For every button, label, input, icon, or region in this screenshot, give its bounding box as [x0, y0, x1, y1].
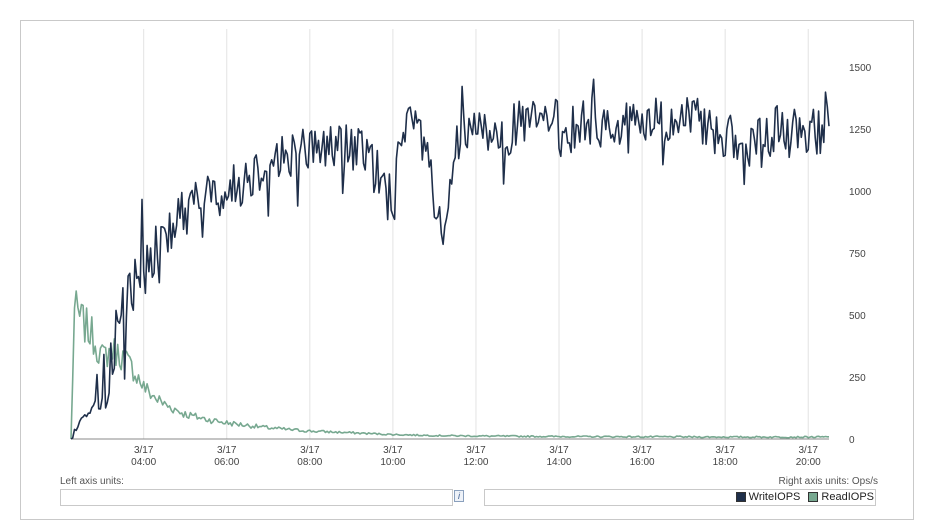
y-tick-label: 1500	[849, 63, 872, 74]
legend-label-read: ReadIOPS	[821, 491, 874, 503]
x-tick-time: 10:00	[380, 457, 405, 468]
right-axis-units-field[interactable]	[484, 489, 876, 506]
y-tick-label: 1250	[849, 125, 872, 136]
x-tick-date: 3/17	[300, 445, 320, 456]
x-tick-date: 3/17	[134, 445, 154, 456]
x-tick-time: 14:00	[547, 457, 572, 468]
legend-swatch-read	[808, 492, 819, 502]
x-tick-date: 3/17	[715, 445, 735, 456]
legend-label-write: WriteIOPS	[748, 491, 801, 503]
grid-layer	[143, 29, 809, 439]
x-tick-time: 06:00	[214, 457, 239, 468]
x-tick-time: 04:00	[131, 457, 156, 468]
y-tick-label: 500	[849, 311, 866, 322]
y-tick-label: 0	[849, 435, 855, 446]
legend-item-write[interactable]: WriteIOPS	[735, 491, 801, 503]
x-tick-time: 08:00	[297, 457, 322, 468]
x-tick-time: 16:00	[630, 457, 655, 468]
y-tick-label: 250	[849, 373, 866, 384]
y-tick-label: 1000	[849, 187, 872, 198]
series-line-writeiops	[70, 78, 830, 440]
left-axis-units-field[interactable]	[60, 489, 453, 506]
x-tick-labels: 3/1704:003/1706:003/1708:003/1710:003/17…	[131, 445, 821, 468]
right-axis-units-label: Right axis units: Ops/s	[778, 476, 878, 487]
x-tick-date: 3/17	[466, 445, 486, 456]
legend-swatch-write	[735, 492, 746, 502]
x-tick-date: 3/17	[632, 445, 652, 456]
chart-panel: 0 250 500 750 1000 1250 1500 3/17 04:00 3/17 06:0…	[20, 20, 914, 520]
x-tick-date: 3/17	[798, 445, 818, 456]
y-tick-label: 750	[849, 249, 866, 260]
x-tick-date: 3/17	[549, 445, 569, 456]
info-icon[interactable]: i	[454, 490, 464, 502]
left-axis-units-label: Left axis units:	[60, 476, 124, 487]
x-tick-time: 12:00	[463, 457, 488, 468]
legend-item-read[interactable]: ReadIOPS	[808, 491, 874, 503]
x-tick-date: 3/17	[217, 445, 237, 456]
x-tick-time: 18:00	[713, 457, 738, 468]
legend: WriteIOPS ReadIOPS	[735, 491, 874, 503]
x-tick-time: 20:00	[796, 457, 821, 468]
y-tick-labels: 0 250 500 750 1000 1250 1500	[849, 63, 872, 446]
series-layer	[70, 78, 830, 440]
x-tick-date: 3/17	[383, 445, 403, 456]
series-line-readiops	[70, 290, 829, 439]
